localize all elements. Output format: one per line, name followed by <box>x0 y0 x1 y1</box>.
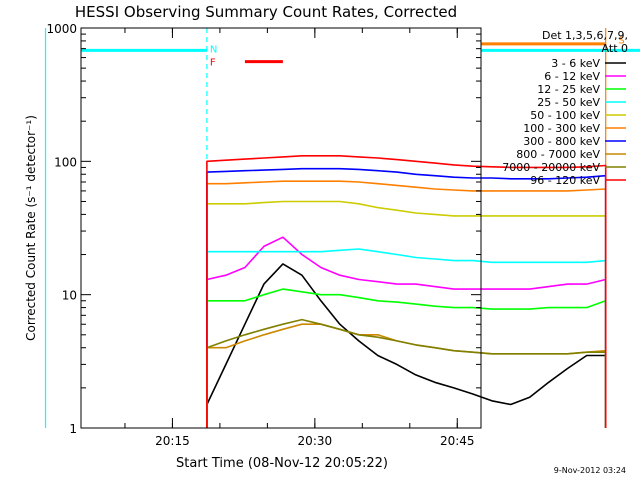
annotation-0: N <box>210 45 217 56</box>
y-tick-label-2: 100 <box>54 155 77 169</box>
legend-label-0: 3 - 6 keV <box>551 57 600 70</box>
legend-label-9: 96 - 120 keV <box>530 174 600 187</box>
legend-header-line-2: Att 0 <box>602 42 628 55</box>
series-line-5 <box>206 180 607 428</box>
legend-label-5: 100 - 300 keV <box>523 122 600 135</box>
plot-frame <box>80 27 482 429</box>
legend-label-7: 800 - 7000 keV <box>516 148 600 161</box>
legend-label-2: 12 - 25 keV <box>537 83 600 96</box>
y-tick-label-1: 10 <box>62 289 77 303</box>
annotation-2: S <box>618 35 624 46</box>
y-axis: 1 10 100 1000 <box>46 22 481 436</box>
series-line-9 <box>206 155 607 428</box>
x-axis-label: Start Time (08-Nov-12 20:05:22) <box>176 456 388 471</box>
series-line-1 <box>206 236 607 428</box>
x-tick-label-1: 20:30 <box>298 434 333 448</box>
legend-header-line-1: Det 1,3,5,6,7,9, <box>542 29 628 42</box>
chart-title: HESSI Observing Summary Count Rates, Cor… <box>75 3 457 21</box>
x-tick-label-0: 20:15 <box>155 434 190 448</box>
legend-label-1: 6 - 12 keV <box>544 70 600 83</box>
series-line-3 <box>206 248 607 428</box>
footer-timestamp: 9-Nov-2012 03:24 <box>554 466 626 475</box>
y-axis-label: Corrected Count Rate (s⁻¹ detector⁻¹) <box>24 115 38 341</box>
series-line-6 <box>206 167 607 428</box>
series-line-7 <box>206 323 607 428</box>
legend-label-8: 7000 - 20000 keV <box>502 161 600 174</box>
y-tick-label-0: 1 <box>69 422 77 436</box>
annotations: NF S <box>210 35 625 68</box>
series-line-0 <box>206 263 607 428</box>
annotation-1: F <box>210 58 216 69</box>
legend-label-4: 50 - 100 keV <box>530 109 600 122</box>
legend-label-6: 300 - 800 keV <box>523 135 600 148</box>
legend-label-3: 25 - 50 keV <box>537 96 600 109</box>
y-tick-label-3: 1000 <box>46 22 77 36</box>
series-lines <box>206 155 607 428</box>
series-line-4 <box>206 200 607 428</box>
x-axis: 20:15 20:30 20:45 <box>124 28 475 448</box>
x-tick-label-2: 20:45 <box>440 434 475 448</box>
series-line-8 <box>206 318 607 428</box>
series-line-2 <box>206 288 607 428</box>
flag-bars <box>81 42 640 64</box>
